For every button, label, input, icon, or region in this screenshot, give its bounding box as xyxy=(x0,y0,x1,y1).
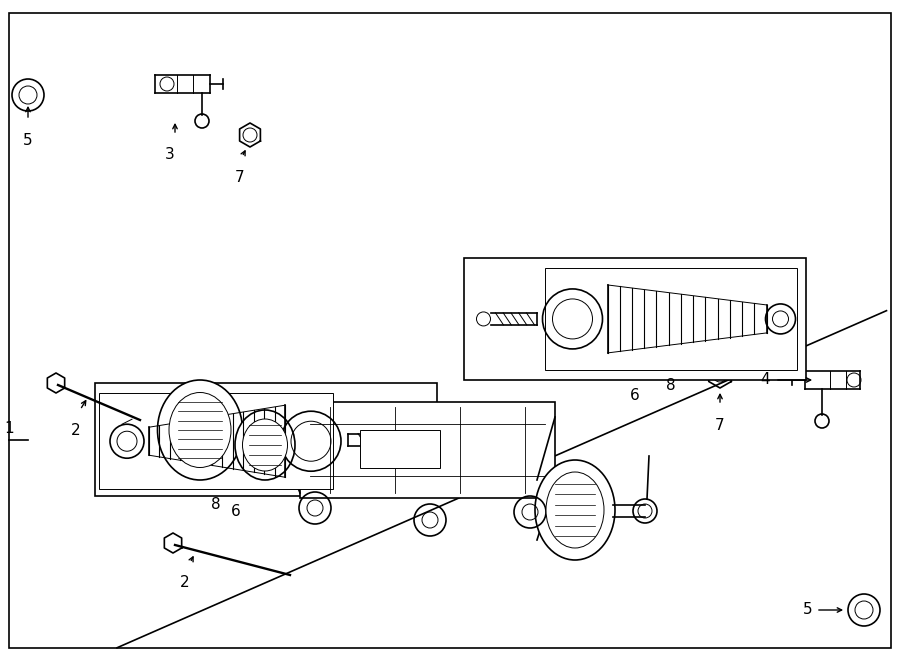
Text: 8: 8 xyxy=(212,497,220,512)
Text: 5: 5 xyxy=(23,133,32,148)
Bar xyxy=(94,383,436,496)
Bar xyxy=(464,258,806,380)
Bar xyxy=(544,268,796,370)
Text: 4: 4 xyxy=(760,373,770,387)
Ellipse shape xyxy=(242,419,287,471)
Ellipse shape xyxy=(546,472,604,548)
Text: 5: 5 xyxy=(803,602,812,617)
Text: 6: 6 xyxy=(630,388,639,403)
Ellipse shape xyxy=(169,393,231,467)
Ellipse shape xyxy=(235,410,295,480)
Bar xyxy=(360,430,440,468)
Text: 2: 2 xyxy=(71,423,81,438)
Bar xyxy=(99,393,333,489)
Bar xyxy=(300,402,555,498)
Text: 7: 7 xyxy=(235,170,245,185)
Ellipse shape xyxy=(535,460,615,560)
Text: 8: 8 xyxy=(666,378,675,393)
Text: 3: 3 xyxy=(165,147,175,162)
Text: 7: 7 xyxy=(716,418,724,433)
Text: 1: 1 xyxy=(4,420,13,436)
Ellipse shape xyxy=(158,380,242,480)
Text: 2: 2 xyxy=(180,575,190,590)
Text: 6: 6 xyxy=(230,504,240,519)
